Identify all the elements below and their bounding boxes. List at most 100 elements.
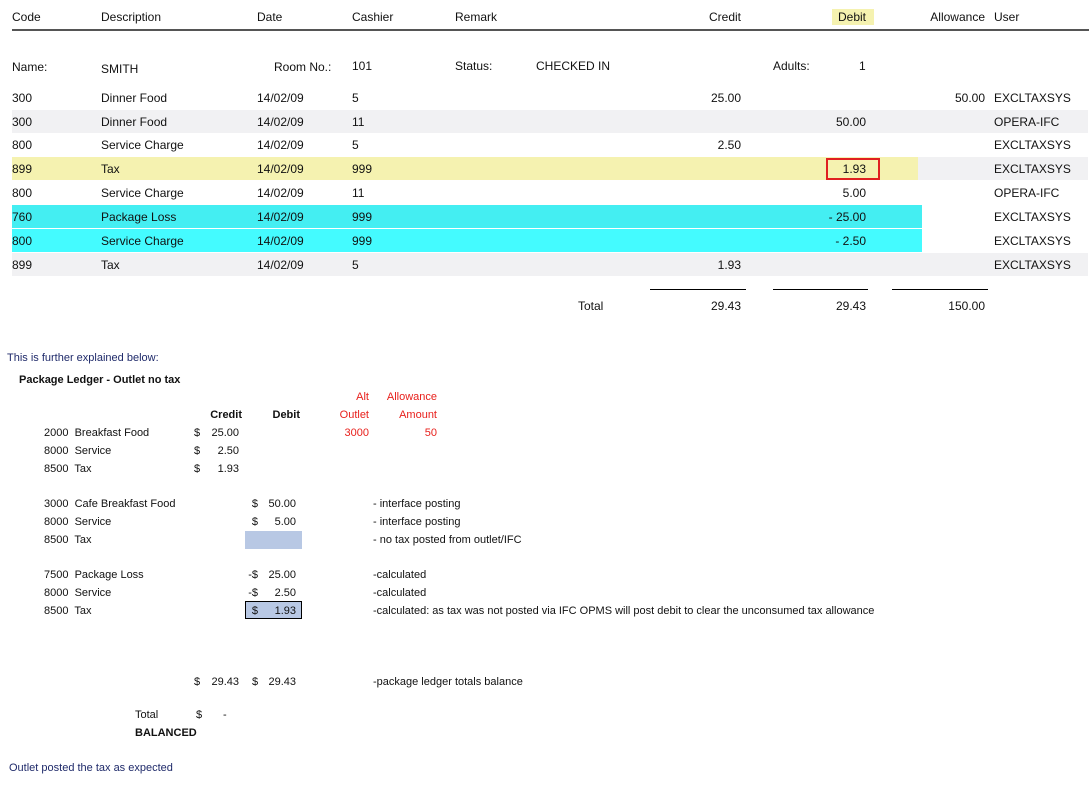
balance-value: -	[223, 709, 227, 721]
table-cell-user: EXCLTAXSYS	[994, 258, 1071, 272]
table-cell-description: Dinner Food	[101, 91, 168, 105]
ledger-line-label: 2000 Breakfast Food	[44, 427, 150, 439]
guest-name-label: Name:	[12, 60, 48, 74]
amount-header: Amount	[399, 409, 437, 421]
table-cell-cashier: 999	[352, 162, 373, 176]
allowance-header: Allowance	[386, 391, 437, 403]
table-cell-date: 14/02/09	[257, 115, 304, 129]
balance-label: Total	[135, 709, 159, 721]
balance-sign: $	[196, 709, 203, 721]
ledger-note: - interface posting	[373, 516, 461, 528]
table-cell-debit: 50.00	[835, 115, 866, 129]
totals-credit: 29.43	[211, 676, 239, 688]
table-cell-date: 14/02/09	[257, 91, 304, 105]
table-cell-code: 800	[12, 138, 33, 152]
row-band	[12, 110, 1088, 133]
table-cell-code: 800	[12, 186, 33, 200]
row-band	[12, 205, 922, 228]
intro-text: This is further explained below:	[7, 352, 159, 364]
table-cell-cashier: 999	[352, 210, 373, 224]
table-cell-description: Tax	[101, 258, 120, 272]
table-cell-debit: 5.00	[842, 186, 866, 200]
table-cell-description: Dinner Food	[101, 115, 168, 129]
table-cell-code: 760	[12, 210, 33, 224]
table-cell-credit: 1.93	[717, 258, 741, 272]
ledger-line-label: 3000 Cafe Breakfast Food	[44, 498, 176, 510]
credit-amount: 1.93	[217, 463, 239, 475]
outlet-header: Outlet	[339, 409, 369, 421]
ledger-note: -calculated	[373, 569, 427, 581]
table-cell-date: 14/02/09	[257, 234, 304, 248]
debit-sign: -$	[248, 569, 258, 581]
credit-amount: 2.50	[217, 445, 239, 457]
guest-room: 101	[352, 59, 373, 73]
total-rule	[773, 289, 868, 290]
row-band	[12, 157, 918, 180]
debit-amount: 25.00	[268, 569, 296, 581]
table-cell-description: Package Loss	[101, 210, 177, 224]
table-cell-date: 14/02/09	[257, 186, 304, 200]
credit-sign: $	[194, 427, 201, 439]
guest-name: SMITH	[101, 62, 139, 76]
debit-sign: $	[251, 605, 258, 617]
table-cell-description: Service Charge	[101, 234, 184, 248]
totals-debit-sign: $	[252, 676, 259, 688]
table-cell-user: EXCLTAXSYS	[994, 162, 1071, 176]
table-cell-user: OPERA-IFC	[994, 115, 1060, 129]
table-cell-cashier: 11	[352, 115, 365, 129]
highlight-box	[826, 158, 880, 180]
debit-sign: $	[251, 498, 258, 510]
credit-amount: 25.00	[211, 427, 239, 439]
totals-note: -package ledger totals balance	[373, 676, 523, 688]
table-cell-user: EXCLTAXSYS	[994, 210, 1071, 224]
table-cell-cashier: 999	[352, 234, 373, 248]
guest-status: CHECKED IN	[536, 59, 611, 73]
guest-adults: 1	[859, 59, 866, 73]
table-cell-date: 14/02/09	[257, 210, 304, 224]
totals-credit-sign: $	[194, 676, 201, 688]
footer-text: Outlet posted the tax as expected	[9, 762, 173, 774]
ledger-note: -calculated: as tax was not posted via I…	[373, 605, 875, 617]
table-cell-debit: - 25.00	[828, 210, 866, 224]
row-band	[12, 253, 1088, 276]
table-cell-user: EXCLTAXSYS	[994, 91, 1071, 105]
column-header-allowance: Allowance	[930, 10, 985, 24]
ledger-title: Package Ledger - Outlet no tax	[19, 374, 181, 386]
table-cell-debit: - 2.50	[835, 234, 866, 248]
table-cell-date: 14/02/09	[257, 138, 304, 152]
table-cell-code: 800	[12, 234, 33, 248]
table-cell-description: Service Charge	[101, 138, 184, 152]
total-rule	[892, 289, 988, 290]
ledger-line-label: 8500 Tax	[44, 463, 92, 475]
credit-sign: $	[194, 445, 201, 457]
table-cell-description: Tax	[101, 162, 120, 176]
debit-sign: $	[251, 516, 258, 528]
alt-header: Alt	[356, 391, 369, 403]
table-cell-date: 14/02/09	[257, 162, 304, 176]
table-cell-code: 899	[12, 258, 33, 272]
column-header-code: Code	[12, 10, 41, 24]
balance-status: BALANCED	[135, 727, 197, 739]
ledger-line-label: 7500 Package Loss	[44, 569, 144, 581]
ledger-line-label: 8000 Service	[44, 445, 112, 457]
total-label: Total	[578, 299, 604, 313]
ledger-line-label: 8000 Service	[44, 516, 112, 528]
ledger-note: - interface posting	[373, 498, 461, 510]
debit-header-highlight	[832, 9, 874, 25]
column-header-user: User	[994, 10, 1020, 24]
totals-debit: 29.43	[268, 676, 296, 688]
table-cell-user: EXCLTAXSYS	[994, 234, 1071, 248]
table-cell-code: 300	[12, 115, 33, 129]
ledger-line-label: 8000 Service	[44, 587, 112, 599]
debit-amount: 50.00	[268, 498, 296, 510]
credit-sign: $	[194, 463, 201, 475]
ledger-line-label: 8500 Tax	[44, 605, 92, 617]
column-header-date: Date	[257, 10, 283, 24]
credit-header: Credit	[210, 409, 242, 421]
alt-outlet: 3000	[344, 427, 369, 439]
table-cell-description: Service Charge	[101, 186, 184, 200]
ledger-note: -calculated	[373, 587, 427, 599]
debit-header: Debit	[272, 409, 301, 421]
total-allowance: 150.00	[948, 299, 985, 313]
total-debit: 29.43	[835, 299, 866, 313]
